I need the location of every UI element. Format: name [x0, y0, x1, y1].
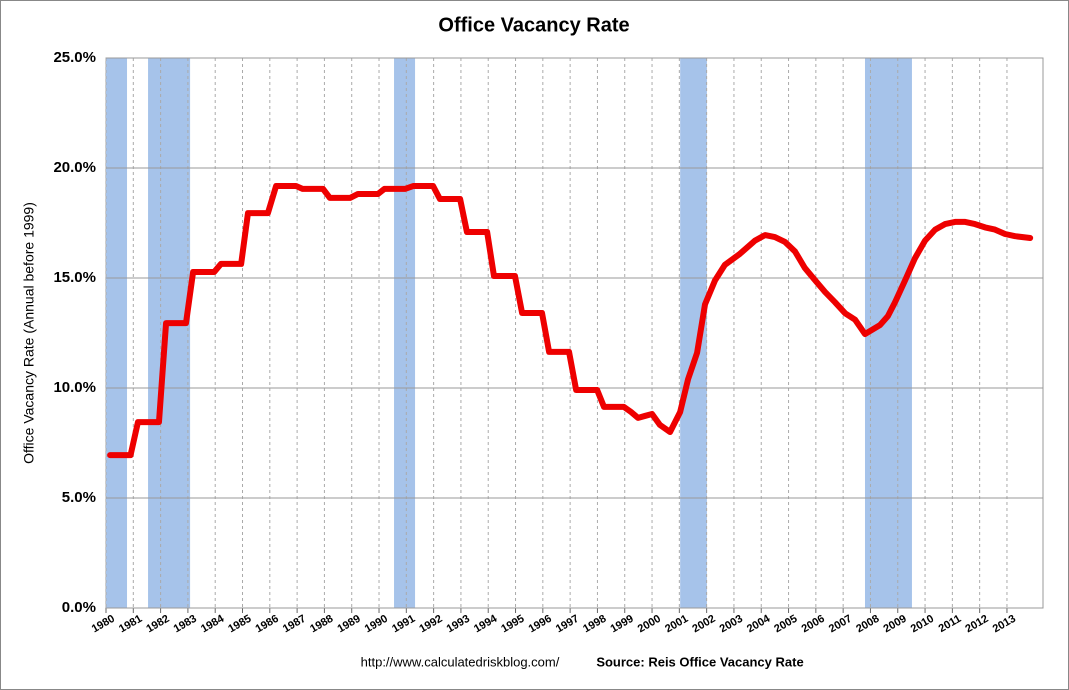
recession-band	[394, 58, 416, 608]
recession-band	[864, 58, 912, 608]
y-axis-label: Office Vacancy Rate (Annual before 1999)	[21, 202, 37, 464]
vacancy-line	[107, 183, 1034, 459]
y-tick-label: 0.0%	[62, 599, 96, 616]
recession-band	[148, 58, 191, 608]
y-tick-label: 25.0%	[53, 49, 96, 66]
y-tick-label: 5.0%	[62, 489, 96, 506]
url-note: http://www.calculatedriskblog.com/	[361, 654, 560, 669]
y-tick-label: 15.0%	[53, 269, 96, 286]
source-note: Source: Reis Office Vacancy Rate	[596, 654, 803, 669]
recession-band	[106, 58, 128, 608]
y-tick-label: 20.0%	[53, 159, 96, 176]
chart-title: Office Vacancy Rate	[438, 14, 629, 36]
y-tick-label: 10.0%	[53, 379, 96, 396]
